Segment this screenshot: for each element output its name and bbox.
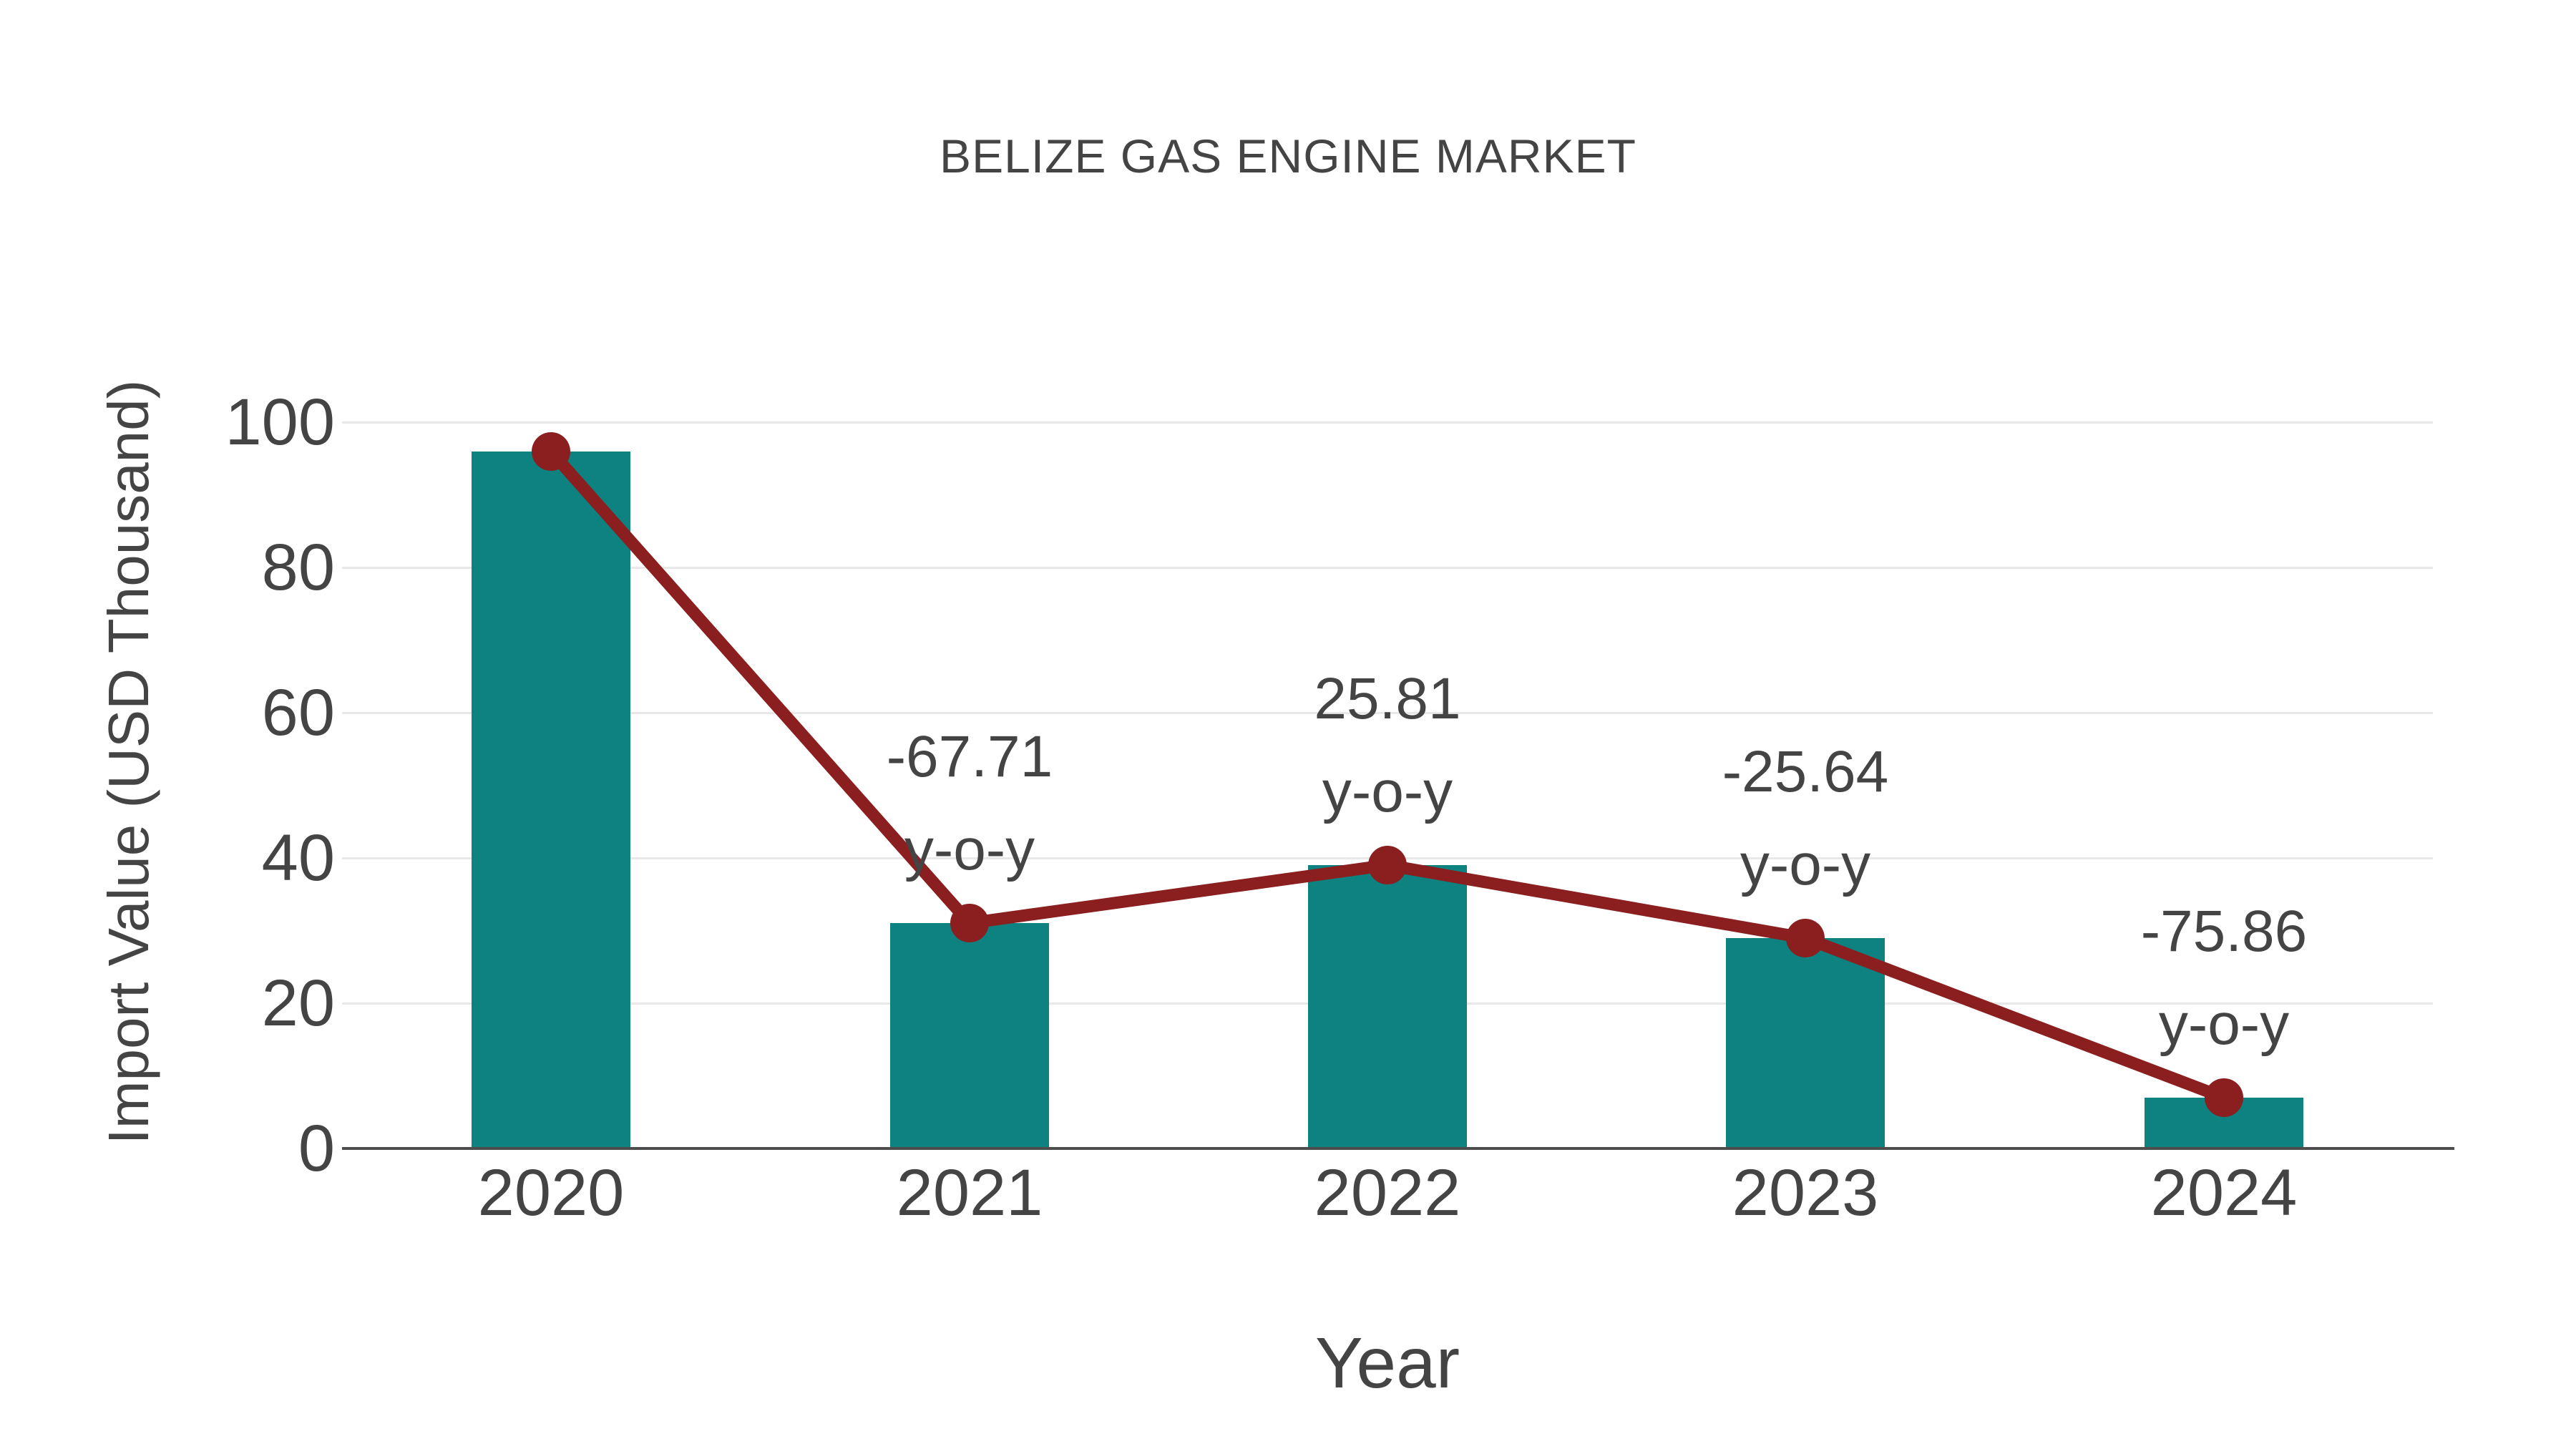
data-point-marker	[1368, 846, 1407, 884]
bar	[472, 452, 630, 1148]
annotation-line: -25.64	[1722, 739, 1889, 804]
annotation-line: -75.86	[2140, 899, 2308, 964]
annotation-line: -67.71	[886, 724, 1053, 789]
annotation-line: y-o-y	[1740, 832, 1871, 897]
data-point-marker	[950, 904, 989, 942]
bar	[890, 923, 1049, 1148]
annotation-line: y-o-y	[1322, 759, 1453, 824]
data-point-marker	[1786, 919, 1825, 957]
x-tick-label: 2023	[1732, 1156, 1879, 1229]
y-tick-label: 60	[261, 676, 335, 749]
gridline	[342, 712, 2433, 714]
annotation: -75.86 y-o-y	[2038, 885, 2410, 1071]
data-point-marker	[532, 432, 570, 471]
x-axis-line	[342, 1147, 2454, 1150]
gridline	[342, 567, 2433, 569]
y-tick-label: 20	[261, 967, 335, 1040]
data-point-marker	[2205, 1078, 2243, 1117]
annotation: 25.81 y-o-y	[1201, 653, 1574, 839]
y-tick-label: 0	[298, 1112, 335, 1185]
x-tick-label: 2021	[896, 1156, 1043, 1229]
annotation: -25.64 y-o-y	[1619, 726, 1991, 912]
x-tick-label: 2022	[1314, 1156, 1461, 1229]
bar	[1726, 938, 1885, 1148]
x-tick-label: 2020	[477, 1156, 625, 1229]
x-tick-label: 2024	[2150, 1156, 2298, 1229]
y-tick-label: 40	[261, 821, 335, 894]
chart-title: BELIZE GAS ENGINE MARKET	[940, 130, 1636, 182]
annotation-line: 25.81	[1314, 666, 1461, 731]
bar	[1308, 865, 1467, 1148]
gridline	[342, 421, 2433, 424]
annotation-line: y-o-y	[904, 817, 1035, 882]
annotation: -67.71 y-o-y	[784, 711, 1156, 897]
y-tick-label: 80	[261, 531, 335, 604]
y-tick-label: 100	[225, 386, 336, 459]
x-axis-title: Year	[1314, 1323, 1460, 1403]
annotation-line: y-o-y	[2158, 992, 2290, 1057]
